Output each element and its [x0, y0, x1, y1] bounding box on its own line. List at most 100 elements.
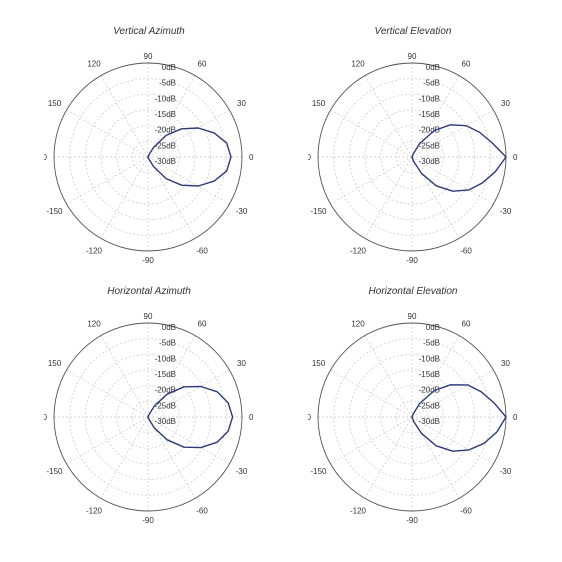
angle-tick-label: 60 [462, 320, 471, 329]
angle-tick-label: 0 [249, 153, 254, 162]
grid-spoke [100, 416, 149, 499]
angle-tick-label: 30 [501, 99, 510, 108]
angle-tick-label: -60 [196, 247, 208, 256]
angle-tick-label: -60 [460, 247, 472, 256]
grid-ring [364, 109, 460, 205]
grid-spoke [66, 156, 149, 205]
pattern-curve [147, 127, 232, 187]
angle-tick-label: 180 [308, 413, 312, 422]
angle-tick-label: 0 [513, 153, 518, 162]
radial-tick-label: 0dB [426, 63, 440, 72]
grid-ring [116, 125, 180, 189]
grid-ring [69, 78, 227, 236]
angle-tick-label: 60 [462, 60, 471, 69]
angle-tick-label: 150 [48, 359, 62, 368]
angle-tick-label: 90 [408, 52, 417, 61]
radial-tick-label: -30dB [419, 417, 440, 426]
angle-tick-label: 180 [308, 153, 312, 162]
angle-tick-label: 150 [312, 99, 326, 108]
angle-tick-label: -30 [500, 467, 512, 476]
polar-plot: 0 30 60 90 120 150 180 -150 -120 -90 -60 -30 0dB -5dB… [44, 312, 254, 525]
radial-tick-label: -20dB [419, 126, 440, 135]
angle-tick-label: -60 [196, 507, 208, 516]
radial-tick-label: -25dB [419, 401, 440, 410]
angle-tick-label: 90 [408, 312, 417, 321]
angle-tick-label: 0 [249, 413, 254, 422]
grid-ring [348, 353, 476, 481]
angle-tick-label: -90 [406, 256, 418, 265]
grid-spoke [330, 416, 413, 465]
polar-plot: 0 30 60 90 120 150 180 -150 -120 -90 -60 -30 0dB -5dB… [308, 312, 518, 525]
radial-tick-label: -25dB [155, 141, 176, 150]
outer-circle [53, 62, 243, 252]
grid-ring [380, 125, 444, 189]
chart-title: Horizontal Elevation [368, 286, 458, 297]
radial-tick-label: -5dB [423, 339, 440, 348]
angle-tick-label: 180 [44, 413, 48, 422]
angle-tick-label: -90 [142, 516, 154, 525]
radial-tick-label: 0dB [162, 323, 176, 332]
chart-title: Vertical Elevation [374, 26, 452, 37]
chart-vertical-azimuth: Vertical Azimuth 0 30 60 90 120 150 180 -150 -12… [44, 26, 254, 274]
grid-ring [364, 369, 460, 465]
angle-tick-label: 150 [48, 99, 62, 108]
angle-tick-label: -150 [46, 207, 63, 216]
pattern-curve [411, 124, 507, 192]
radial-tick-label: -20dB [155, 386, 176, 395]
grid-ring [380, 385, 444, 449]
angle-tick-label: 120 [87, 320, 101, 329]
grid-ring [100, 369, 196, 465]
radial-tick-label: -15dB [419, 110, 440, 119]
chart-horizontal-elevation: Horizontal Elevation 0 30 60 90 120 150 180 -15… [308, 286, 518, 534]
angle-tick-label: -90 [406, 516, 418, 525]
angle-tick-label: -120 [350, 507, 367, 516]
grid-ring [131, 140, 165, 174]
radial-tick-label: -10dB [419, 94, 440, 103]
polar-plot: 0 30 60 90 120 150 180 -150 -120 -90 -60 -30 0dB -5dB… [308, 52, 518, 265]
grid-spoke [364, 156, 413, 239]
angle-tick-label: -120 [86, 507, 103, 516]
grid-spoke [330, 156, 413, 205]
radial-tick-label: -15dB [155, 110, 176, 119]
chart-title: Vertical Azimuth [113, 26, 185, 37]
radial-tick-label: -10dB [419, 354, 440, 363]
radial-tick-label: -30dB [419, 157, 440, 166]
outer-circle [53, 322, 243, 512]
angle-tick-label: 90 [144, 52, 153, 61]
radial-tick-label: -5dB [423, 79, 440, 88]
angle-tick-label: 120 [87, 60, 101, 69]
angle-tick-label: 120 [351, 320, 365, 329]
angle-tick-label: -150 [310, 467, 327, 476]
angle-tick-label: 30 [237, 99, 246, 108]
grid-ring [131, 400, 165, 434]
radial-tick-label: -15dB [155, 370, 176, 379]
angle-tick-label: -150 [46, 467, 63, 476]
grid-spoke [100, 156, 149, 239]
angle-tick-label: -120 [350, 247, 367, 256]
radial-tick-label: -10dB [155, 94, 176, 103]
grid-spoke [364, 416, 413, 499]
radial-tick-label: -25dB [155, 401, 176, 410]
pattern-curve [147, 385, 234, 449]
angle-tick-label: 120 [351, 60, 365, 69]
angle-tick-label: 180 [44, 153, 48, 162]
angle-tick-label: 90 [144, 312, 153, 321]
grid-ring [100, 109, 196, 205]
grid-ring [395, 140, 429, 174]
angle-tick-label: -30 [500, 207, 512, 216]
radial-tick-label: -30dB [155, 417, 176, 426]
angle-tick-label: -60 [460, 507, 472, 516]
radial-tick-label: -20dB [155, 126, 176, 135]
radial-tick-label: -20dB [419, 386, 440, 395]
chart-vertical-elevation: Vertical Elevation 0 30 60 90 120 150 180 -150 -… [308, 26, 518, 274]
radial-tick-label: -30dB [155, 157, 176, 166]
angle-tick-label: 60 [198, 60, 207, 69]
angle-tick-label: 30 [501, 359, 510, 368]
angle-tick-label: -30 [236, 467, 248, 476]
angle-tick-label: 0 [513, 413, 518, 422]
polar-plot: 0 30 60 90 120 150 180 -150 -120 -90 -60 -30 0dB -5dB… [44, 52, 254, 265]
grid-ring [333, 78, 491, 236]
grid-ring [348, 93, 476, 221]
angle-tick-label: 60 [198, 320, 207, 329]
